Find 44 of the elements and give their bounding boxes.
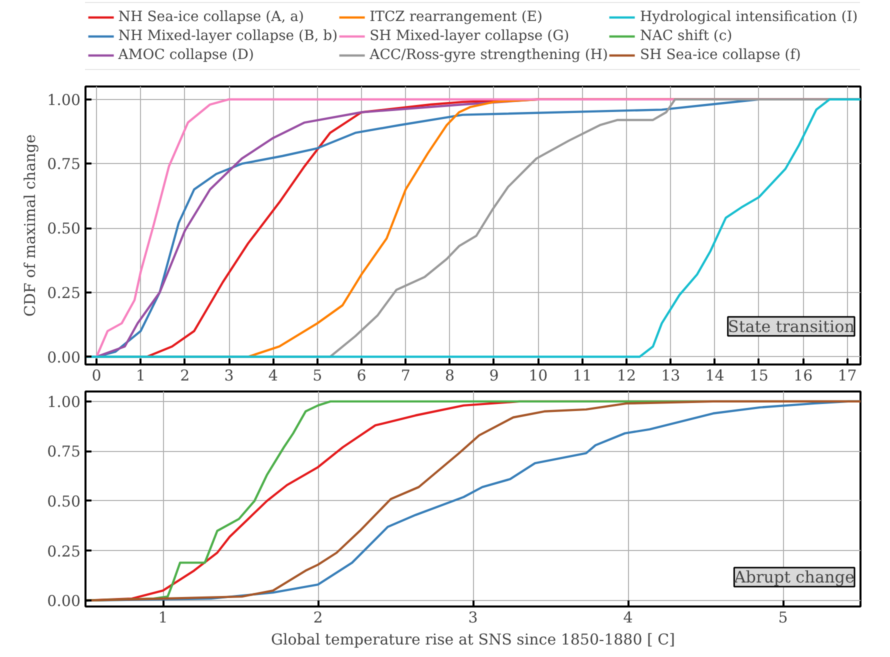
x-tick-label: 16 [794,366,813,384]
x-tick-label: 3 [224,366,234,384]
x-tick-label: 4 [268,366,278,384]
x-tick-label: 17 [838,366,857,384]
y-tick-label: 0.75 [47,442,81,461]
legend-label: SH Mixed-layer collapse (G) [370,27,570,45]
y-tick-label: 0.00 [47,592,81,610]
legend-label: ACC/Ross-gyre strengthening (H) [370,46,608,64]
y-tick-label: 1.00 [47,392,81,411]
x-tick-label: 6 [356,366,366,384]
y-tick-label: 0.50 [47,492,81,510]
x-tick-label: 1 [136,366,146,384]
y-tick-label: 0.50 [47,220,81,238]
y-tick-label: 0.00 [47,348,81,366]
x-tick-label: 4 [623,608,633,626]
x-tick-label: 8 [445,366,455,384]
y-tick-label: 0.75 [47,155,81,174]
legend-label: NAC shift (c) [640,27,732,45]
x-tick-label: 1 [158,608,168,626]
y-tick-label: 0.25 [47,542,81,560]
x-tick-label: 3 [468,608,478,626]
x-tick-label: 12 [616,366,636,384]
x-tick-label: 9 [489,366,499,384]
x-tick-label: 5 [312,366,322,384]
x-tick-label: 7 [400,366,410,384]
y-axis-title: CDF of maximal change [21,134,40,317]
x-tick-label: 11 [572,366,592,384]
y-tick-label: 1.00 [47,90,81,109]
legend-label: AMOC collapse (D) [118,46,254,64]
legend-label: SH Sea-ice collapse (f) [640,46,801,64]
legend-label: NH Sea-ice collapse (A, a) [118,8,304,26]
y-tick-label: 0.25 [47,284,81,302]
x-axis-title: Global temperature rise at SNS since 1850-1880 [ C] [271,630,675,648]
x-tick-label: 2 [313,608,323,626]
legend-label: NH Mixed-layer collapse (B, b) [118,27,338,45]
x-tick-label: 0 [92,366,102,384]
legend-label: Hydrological intensification (I) [640,8,858,26]
x-tick-label: 2 [180,366,190,384]
legend-label: ITCZ rearrangement (E) [370,8,542,26]
x-tick-label: 5 [778,608,788,626]
x-tick-label: 13 [661,366,680,384]
x-tick-label: 10 [528,366,548,384]
x-tick-label: 15 [749,366,768,384]
x-tick-label: 14 [705,366,724,384]
